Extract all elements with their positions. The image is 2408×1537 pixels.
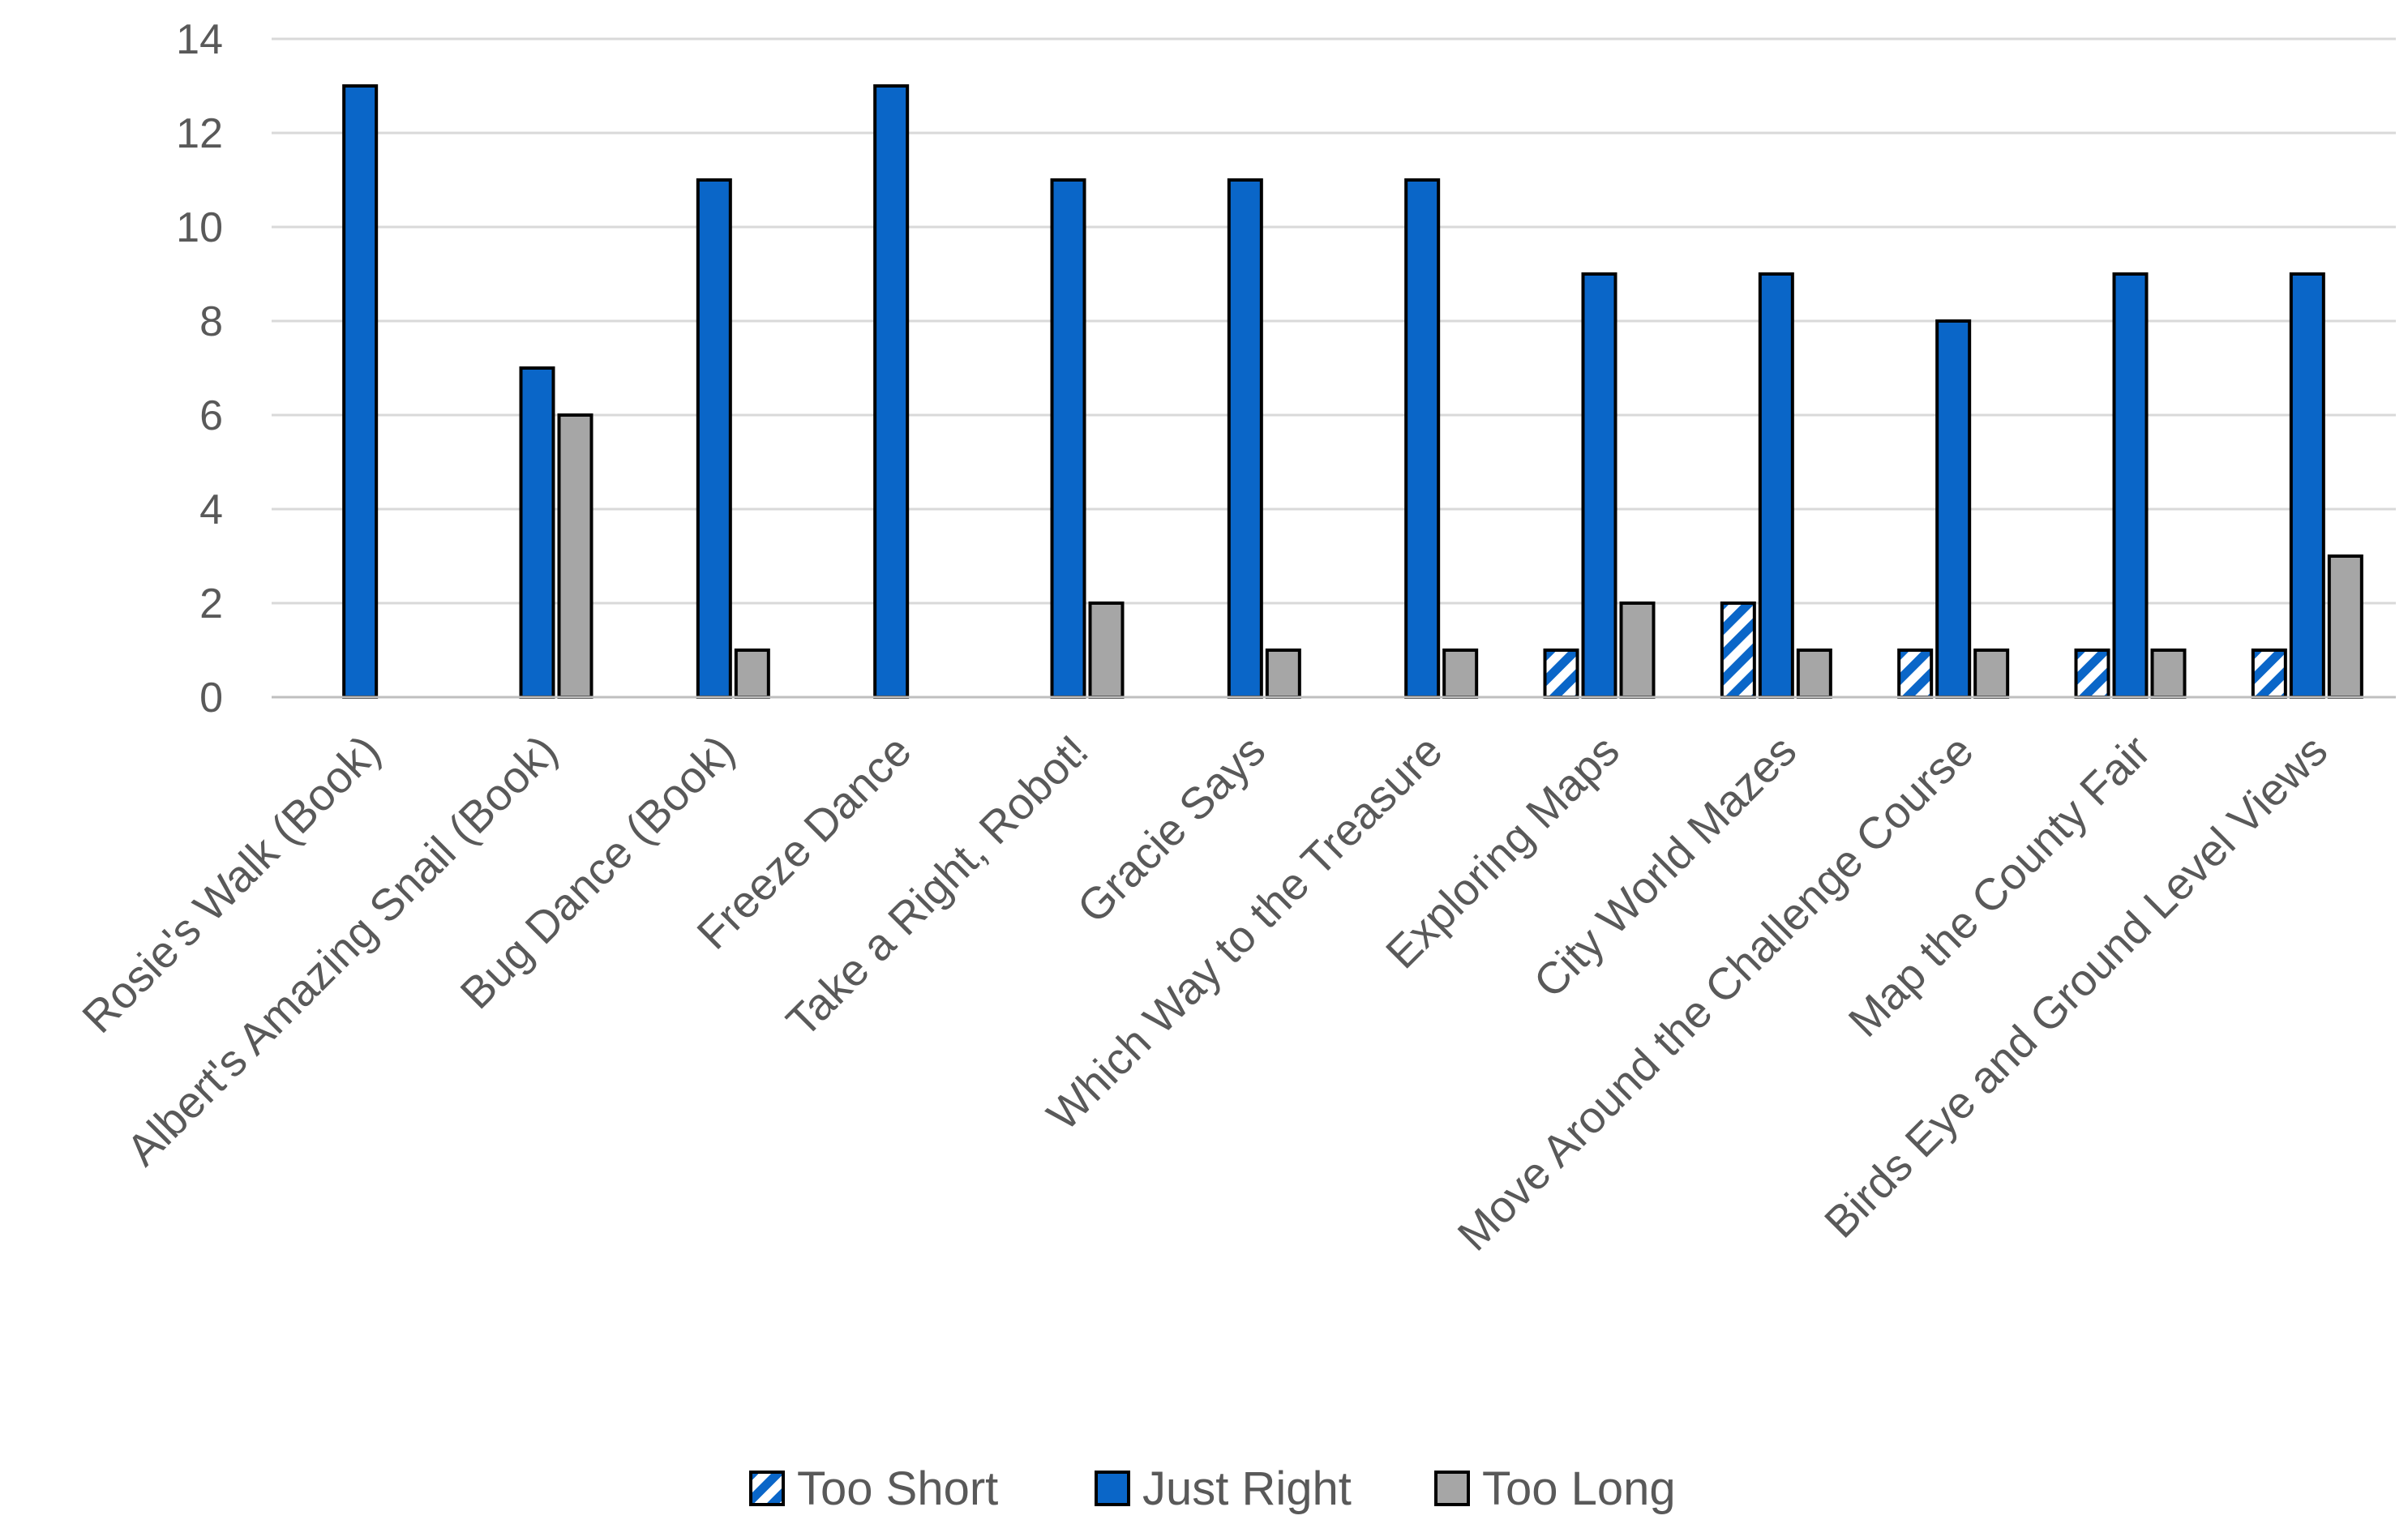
x-tick-label: Rosie's Walk (Book) — [72, 726, 389, 1043]
bar-too-long — [1619, 602, 1656, 699]
bar-too-long — [1442, 649, 1479, 699]
bar-too-short — [1897, 649, 1934, 699]
y-tick-label: 8 — [199, 298, 223, 345]
y-tick-label: 10 — [176, 204, 223, 251]
y-tick-label: 0 — [199, 674, 223, 721]
legend-label-just-right: Just Right — [1142, 1462, 1352, 1515]
x-axis-tick-labels: Rosie's Walk (Book)Albert's Amazing Snai… — [72, 726, 2337, 1261]
bar-just-right — [1050, 178, 1086, 699]
legend-label-too-long: Too Long — [1482, 1462, 1676, 1515]
y-axis-tick-labels: 0 2 4 6 8 10 12 14 — [176, 16, 223, 721]
bar-just-right — [519, 366, 555, 699]
bar-just-right — [1404, 178, 1441, 699]
bar-too-long — [2150, 649, 2187, 699]
bar-too-long — [2327, 554, 2363, 699]
bar-too-short — [2251, 649, 2287, 699]
bar-too-long — [1796, 649, 1832, 699]
x-tick-label: Take a Right, Robot! — [777, 726, 1098, 1047]
y-tick-label: 6 — [199, 392, 223, 439]
bar-just-right — [873, 84, 910, 699]
legend-swatch-too-long — [1434, 1471, 1470, 1506]
x-tick-label: Map the County Fair — [1839, 726, 2160, 1047]
bar-too-short — [1543, 649, 1579, 699]
bar-just-right — [1227, 178, 1263, 699]
bar-just-right — [1581, 272, 1617, 699]
bar-too-long — [1973, 649, 2010, 699]
gridlines — [272, 37, 2396, 605]
legend-label-too-short: Too Short — [797, 1462, 998, 1515]
bar-too-long — [557, 413, 593, 699]
y-tick-label: 14 — [176, 16, 223, 63]
bar-just-right — [1935, 319, 1972, 699]
bar-too-long — [1265, 649, 1301, 699]
y-tick-label: 2 — [199, 580, 223, 627]
bar-too-long — [1088, 602, 1125, 699]
y-tick-label: 4 — [199, 486, 223, 533]
bar-too-short — [2074, 649, 2110, 699]
bars — [342, 84, 2363, 699]
legend: Too Short Just Right Too Long — [749, 1462, 1676, 1515]
bar-just-right — [2289, 272, 2325, 699]
bar-just-right — [696, 178, 732, 699]
bar-just-right — [342, 84, 379, 699]
y-tick-label: 12 — [176, 110, 223, 157]
bar-just-right — [1758, 272, 1794, 699]
legend-swatch-too-short — [749, 1471, 785, 1506]
bar-too-long — [734, 649, 770, 699]
bar-too-short — [1720, 602, 1756, 699]
legend-swatch-just-right — [1095, 1471, 1130, 1506]
bar-just-right — [2112, 272, 2149, 699]
